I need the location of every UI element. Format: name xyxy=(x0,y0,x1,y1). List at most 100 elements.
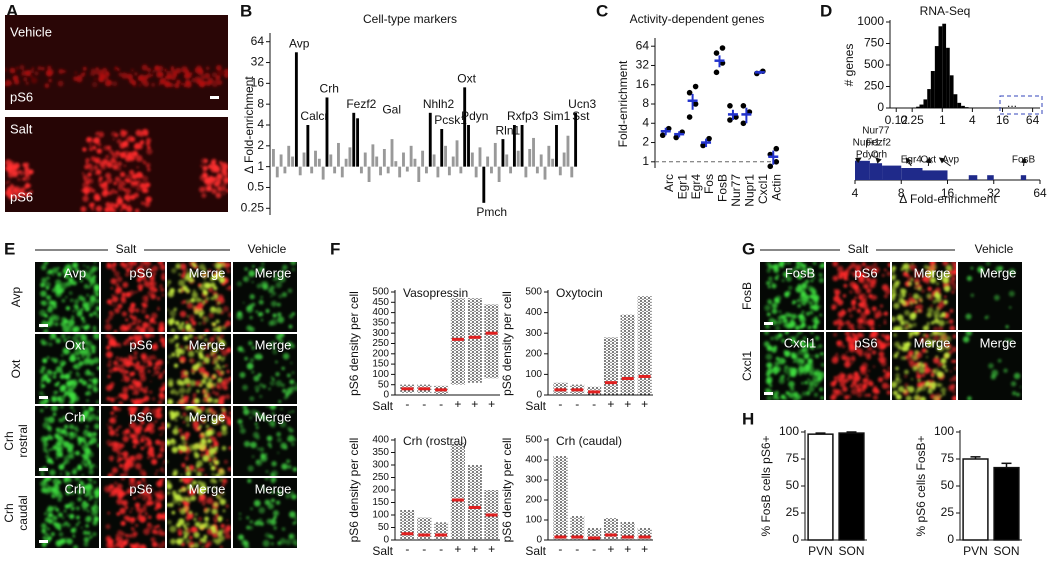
tile-label: Merge xyxy=(189,481,226,496)
x-tick-label: SON xyxy=(838,544,864,558)
dot-cloud xyxy=(467,465,482,540)
cell-signal xyxy=(206,381,213,389)
cell-signal xyxy=(203,72,211,80)
cell-signal xyxy=(122,386,129,393)
cell-signal xyxy=(98,176,103,181)
cell-signal xyxy=(217,366,222,370)
cell-signal xyxy=(202,399,205,403)
cell-signal xyxy=(249,358,255,363)
cell-signal xyxy=(151,397,156,401)
cell-signal xyxy=(112,303,116,307)
cell-signal xyxy=(807,358,813,364)
cell-signal xyxy=(208,452,214,458)
cell-signal xyxy=(784,350,791,357)
cell-signal xyxy=(54,322,59,327)
cell-signal xyxy=(236,281,243,287)
cell-signal xyxy=(64,470,68,473)
cell-signal xyxy=(895,280,901,286)
cell-signal xyxy=(95,205,103,212)
image-content xyxy=(105,334,165,404)
cell-signal xyxy=(98,131,105,138)
cell-signal xyxy=(226,269,231,274)
cell-signal xyxy=(137,494,141,499)
cell-signal xyxy=(43,373,49,379)
cell-signal xyxy=(243,408,250,416)
cell-signal xyxy=(268,387,271,391)
micrograph xyxy=(5,15,228,110)
x-tick-label: + xyxy=(471,397,478,411)
cell-signal xyxy=(221,408,226,413)
cell-signal xyxy=(146,164,150,169)
dot-cloud xyxy=(467,298,482,383)
cell-signal xyxy=(947,273,952,278)
cell-signal xyxy=(218,338,224,345)
y-axis-label: Fold-enrichment xyxy=(616,60,630,147)
cell-signal xyxy=(128,354,132,359)
cell-signal xyxy=(53,371,57,375)
cell-signal xyxy=(246,362,254,370)
cell-signal xyxy=(107,334,114,341)
cell-signal xyxy=(39,408,44,413)
panel-label: D xyxy=(820,1,832,20)
cell-signal xyxy=(893,354,898,358)
cell-signal xyxy=(271,291,277,296)
chart-title: RNA-Seq xyxy=(920,4,971,18)
cell-signal xyxy=(134,426,140,432)
cell-signal xyxy=(212,327,217,332)
cell-signal xyxy=(842,345,846,349)
cell-signal xyxy=(76,310,83,317)
cell-signal xyxy=(260,485,264,489)
cell-signal xyxy=(925,270,933,278)
cell-signal xyxy=(213,286,218,291)
cell-signal xyxy=(146,148,153,155)
bracket-label-bg xyxy=(108,242,144,258)
cell-signal xyxy=(929,277,937,284)
cell-signal xyxy=(141,64,148,71)
cell-signal xyxy=(238,517,242,520)
cell-signal xyxy=(54,383,58,387)
cell-signal xyxy=(887,366,890,371)
cell-signal xyxy=(920,396,926,400)
cell-signal xyxy=(44,281,51,288)
cell-signal xyxy=(795,334,799,338)
annotation: Pdyn xyxy=(856,150,879,161)
cell-signal xyxy=(115,428,119,432)
cell-signal xyxy=(142,388,148,394)
cell-signal xyxy=(222,528,229,535)
cell-signal xyxy=(75,523,79,527)
cell-signal xyxy=(176,402,179,404)
cell-signal xyxy=(784,312,791,318)
cell-signal xyxy=(62,415,67,420)
cell-signal xyxy=(159,467,165,472)
x-tick-label: Nupr1 xyxy=(743,174,757,207)
cell-signal xyxy=(146,285,150,288)
cell-signal xyxy=(118,393,123,398)
cell-signal xyxy=(113,203,119,209)
bar xyxy=(505,154,509,167)
cell-signal xyxy=(851,356,856,362)
cell-signal xyxy=(765,353,773,361)
cell-signal xyxy=(179,398,185,404)
histogram-bar xyxy=(901,168,923,180)
cell-signal xyxy=(80,206,87,212)
cell-signal xyxy=(124,196,127,199)
y-tick-label: 400 xyxy=(525,455,542,466)
cell-signal xyxy=(221,483,225,487)
cell-signal xyxy=(41,342,45,346)
cell-signal xyxy=(120,262,125,267)
y-tick-label: 25 xyxy=(786,505,800,519)
y-tick-label: 1 xyxy=(642,154,649,168)
cell-signal xyxy=(37,66,42,71)
cell-signal xyxy=(105,351,113,359)
bar xyxy=(455,140,459,167)
cell-signal xyxy=(863,316,867,321)
cell-signal xyxy=(184,275,190,282)
cell-signal xyxy=(952,375,956,382)
cell-signal xyxy=(60,321,67,328)
cell-signal xyxy=(281,366,285,371)
cell-signal xyxy=(783,365,789,370)
cell-signal xyxy=(191,320,197,326)
bar xyxy=(512,125,516,167)
cell-signal xyxy=(788,380,795,388)
cell-signal xyxy=(255,426,259,430)
